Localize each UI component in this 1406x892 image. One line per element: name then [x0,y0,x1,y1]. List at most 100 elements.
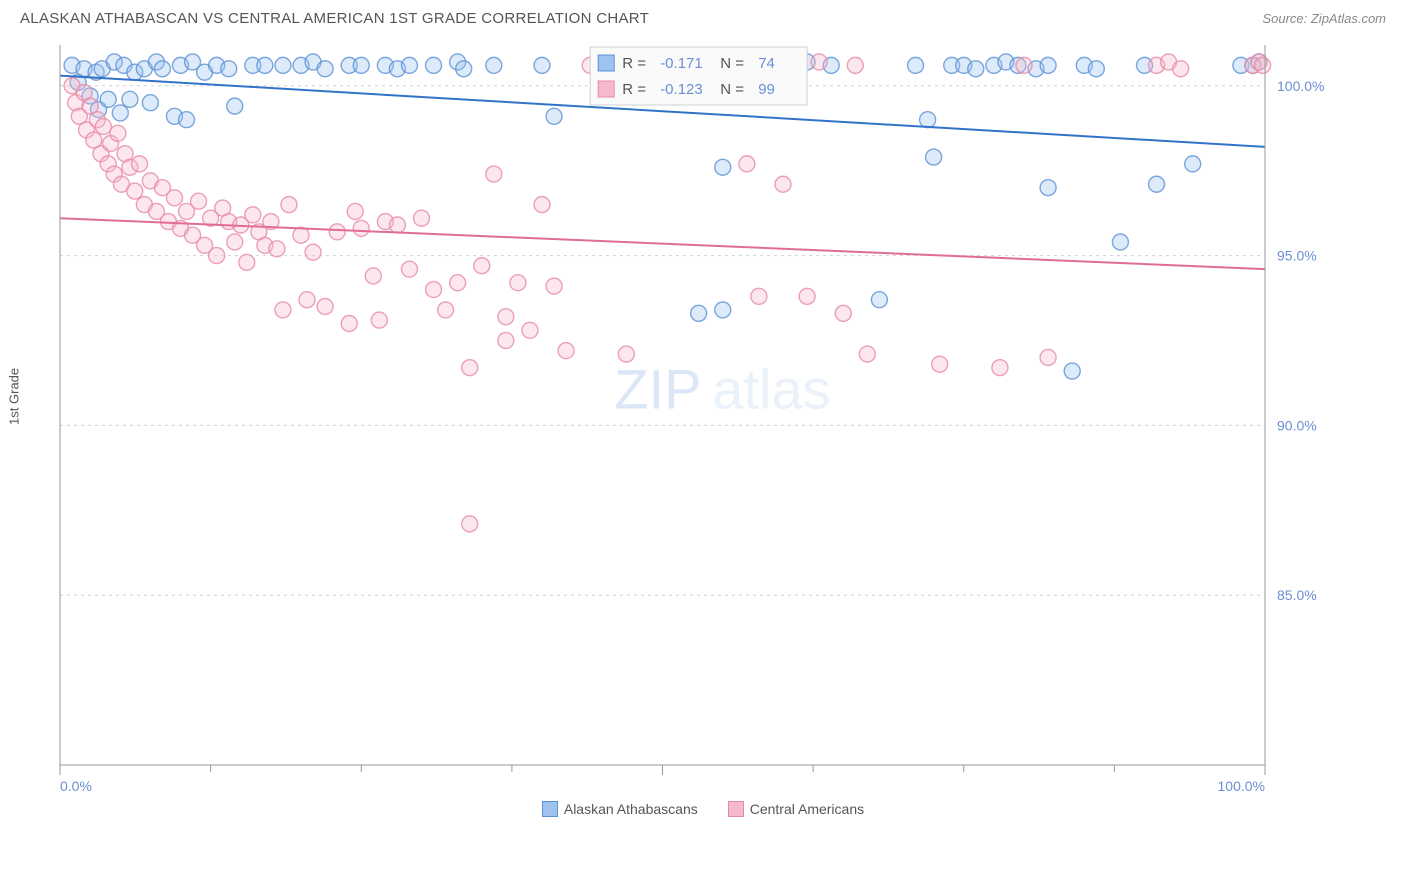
stat-n-value: 74 [758,55,775,72]
scatter-point [245,207,261,223]
scatter-point [221,61,237,77]
scatter-point [353,57,369,73]
scatter-point [715,302,731,318]
scatter-point [486,166,502,182]
scatter-point [227,234,243,250]
stat-r-value: -0.171 [660,55,703,72]
scatter-point [751,288,767,304]
scatter-point [1149,176,1165,192]
scatter-point [317,299,333,315]
scatter-point [1185,156,1201,172]
scatter-point [305,244,321,260]
legend-swatch [542,801,558,817]
scatter-point [932,356,948,372]
scatter-point [269,241,285,257]
scatter-point [510,275,526,291]
chart-header: ALASKAN ATHABASCAN VS CENTRAL AMERICAN 1… [0,0,1406,35]
scatter-point [847,57,863,73]
scatter-point [347,203,363,219]
legend-label: Alaskan Athabascans [564,801,698,817]
stat-r-label: R = [622,55,646,72]
scatter-point [462,516,478,532]
scatter-point [191,193,207,209]
chart-container: 85.0%90.0%95.0%100.0%ZIPatlasR =-0.171N … [50,35,1386,795]
scatter-point [132,156,148,172]
legend-swatch [598,81,614,97]
scatter-point [299,292,315,308]
legend-label: Central Americans [750,801,864,817]
scatter-point [389,217,405,233]
scatter-point [110,125,126,141]
scatter-point [365,268,381,284]
scatter-point [317,61,333,77]
scatter-point [112,105,128,121]
scatter-point [275,302,291,318]
scatter-point [281,197,297,213]
scatter-point [401,261,417,277]
scatter-point [558,343,574,359]
scatter-point [1112,234,1128,250]
scatter-point [401,57,417,73]
scatter-point [1040,180,1056,196]
scatter-point [498,332,514,348]
scatter-point [329,224,345,240]
scatter-point [142,95,158,111]
scatter-point [426,57,442,73]
scatter-point [739,156,755,172]
scatter-point [920,112,936,128]
y-axis-label: 1st Grade [7,368,22,425]
watermark: atlas [712,357,830,420]
scatter-point [926,149,942,165]
scatter-point [462,360,478,376]
scatter-point [1173,61,1189,77]
scatter-point [227,98,243,114]
scatter-point [179,112,195,128]
stat-r-label: R = [622,81,646,98]
scatter-point [122,91,138,107]
scatter-point [353,220,369,236]
scatter-point [450,275,466,291]
stat-n-value: 99 [758,81,775,98]
scatter-point [871,292,887,308]
y-tick-label: 85.0% [1277,587,1317,603]
scatter-point [95,119,111,135]
scatter-point [522,322,538,338]
scatter-point [438,302,454,318]
scatter-point [811,54,827,70]
scatter-point [859,346,875,362]
scatter-point [799,288,815,304]
y-tick-label: 100.0% [1277,78,1324,94]
scatter-point [546,108,562,124]
scatter-point [127,183,143,199]
scatter-point [100,91,116,107]
scatter-point [968,61,984,77]
scatter-point [474,258,490,274]
scatter-point [1088,61,1104,77]
scatter-point [257,57,273,73]
scatter-point [1016,57,1032,73]
x-tick-label: 100.0% [1218,778,1265,794]
scatter-point [498,309,514,325]
scatter-point [908,57,924,73]
scatter-point [992,360,1008,376]
scatter-point [691,305,707,321]
scatter-point [1064,363,1080,379]
scatter-point [426,282,442,298]
legend-swatch [728,801,744,817]
scatter-point [1040,349,1056,365]
legend-item: Alaskan Athabascans [542,801,698,817]
stat-r-value: -0.123 [660,81,703,98]
scatter-point [154,61,170,77]
bottom-legend: Alaskan Athabascans Central Americans [0,795,1406,817]
legend-item: Central Americans [728,801,864,817]
y-tick-label: 90.0% [1277,417,1317,433]
scatter-point [275,57,291,73]
chart-title: ALASKAN ATHABASCAN VS CENTRAL AMERICAN 1… [20,10,649,27]
y-tick-label: 95.0% [1277,248,1317,264]
scatter-point [486,57,502,73]
scatter-point [209,248,225,264]
chart-source: Source: ZipAtlas.com [1262,11,1386,26]
scatter-point [534,57,550,73]
scatter-point [835,305,851,321]
x-tick-label: 0.0% [60,778,92,794]
